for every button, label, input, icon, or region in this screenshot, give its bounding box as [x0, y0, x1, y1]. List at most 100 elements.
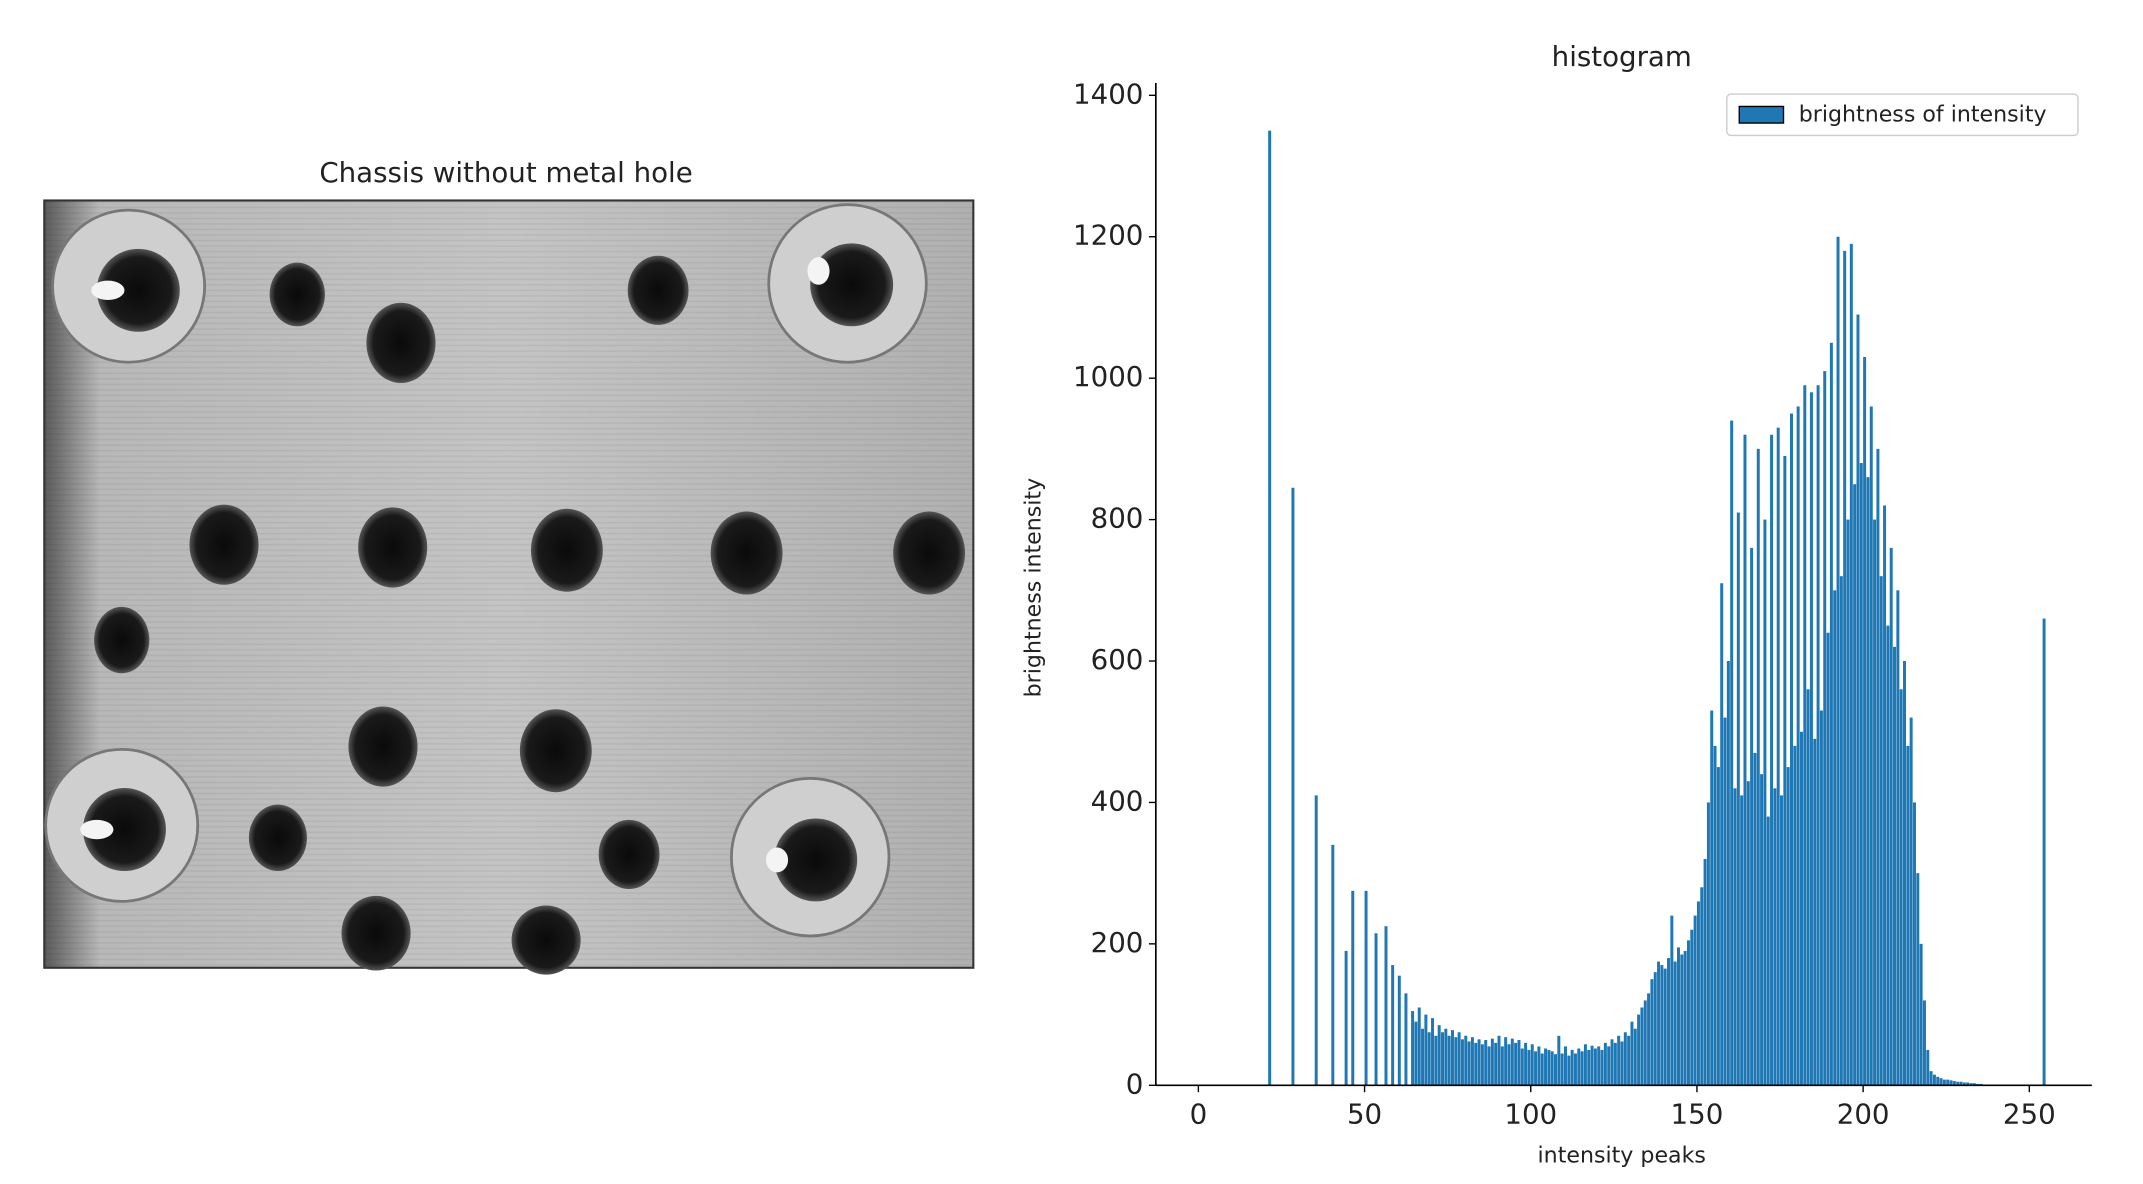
- y-tick-label: 800: [1091, 502, 1144, 535]
- bar: [1833, 590, 1837, 1086]
- bar: [1434, 1035, 1438, 1086]
- bar: [1760, 774, 1764, 1086]
- bar: [1417, 1007, 1421, 1086]
- bar: [1713, 745, 1717, 1086]
- y-tick-label: 0: [1126, 1067, 1144, 1100]
- bar: [1883, 505, 1887, 1086]
- bar: [1809, 392, 1813, 1086]
- bar: [1946, 1079, 1950, 1086]
- bar: [1863, 356, 1867, 1086]
- bar: [1939, 1078, 1943, 1086]
- bar: [1956, 1081, 1960, 1086]
- bar: [1647, 993, 1651, 1086]
- bar: [1447, 1035, 1451, 1086]
- bar: [1527, 1049, 1531, 1086]
- bar: [1560, 1053, 1564, 1086]
- bar: [1799, 731, 1803, 1086]
- bar: [1720, 583, 1724, 1086]
- bar: [1427, 1032, 1431, 1086]
- bar: [1673, 961, 1677, 1086]
- legend-label: brightness of intensity: [1799, 101, 2047, 127]
- bar: [1823, 371, 1827, 1086]
- bar: [1826, 632, 1830, 1086]
- y-tick-label: 600: [1091, 643, 1144, 676]
- bar: [1736, 512, 1740, 1086]
- bar: [1916, 873, 1920, 1086]
- bar: [1577, 1048, 1581, 1086]
- bar: [1291, 487, 1295, 1086]
- y-tick-label: 400: [1091, 784, 1144, 817]
- bar: [1583, 1044, 1587, 1086]
- bar: [1959, 1081, 1963, 1086]
- bar: [1846, 519, 1850, 1086]
- bar: [1470, 1037, 1474, 1086]
- bar: [1783, 455, 1787, 1086]
- y-tick-label: 1000: [1073, 360, 1143, 393]
- bar: [1517, 1040, 1521, 1086]
- bar: [1437, 1025, 1441, 1086]
- bar: [1540, 1053, 1544, 1086]
- bar: [1450, 1030, 1454, 1086]
- bar: [1806, 689, 1810, 1086]
- bar: [1926, 1049, 1930, 1086]
- bar: [1627, 1035, 1631, 1086]
- bar: [1879, 576, 1883, 1086]
- bar: [1524, 1042, 1528, 1086]
- bar: [1909, 717, 1913, 1086]
- bar: [1351, 890, 1355, 1086]
- bar: [1573, 1053, 1577, 1086]
- bar: [1653, 972, 1657, 1086]
- bar: [1922, 1000, 1926, 1086]
- bar: [1733, 788, 1737, 1086]
- bar: [1889, 547, 1893, 1086]
- bar: [1314, 795, 1318, 1086]
- bar: [1932, 1074, 1936, 1086]
- bar: [1969, 1083, 1973, 1086]
- bar: [1613, 1042, 1617, 1086]
- bar: [1544, 1048, 1548, 1086]
- bar: [1730, 420, 1734, 1086]
- bar: [1520, 1048, 1524, 1086]
- bar: [1770, 434, 1774, 1086]
- bar: [1500, 1046, 1504, 1086]
- bar: [1796, 406, 1800, 1086]
- bar: [1906, 745, 1910, 1086]
- bar: [1603, 1042, 1607, 1086]
- bar: [1640, 1007, 1644, 1086]
- bar: [1843, 250, 1847, 1086]
- bar: [1617, 1035, 1621, 1086]
- bar: [1793, 745, 1797, 1086]
- bar: [1268, 130, 1272, 1086]
- bar: [1344, 950, 1348, 1086]
- bar: [1972, 1083, 1976, 1086]
- bar: [1936, 1076, 1940, 1086]
- bar: [1554, 1054, 1558, 1086]
- bar: [1414, 1021, 1418, 1086]
- bar: [1716, 767, 1720, 1086]
- bar: [1607, 1046, 1611, 1086]
- bar: [1677, 947, 1680, 1086]
- bar: [1593, 1048, 1597, 1086]
- bar: [1484, 1040, 1488, 1086]
- bar: [1849, 243, 1853, 1086]
- bar: [1384, 926, 1388, 1086]
- bar: [1547, 1049, 1551, 1086]
- bar: [1364, 890, 1368, 1086]
- bar: [1876, 448, 1880, 1086]
- chart-title: histogram: [1552, 40, 1692, 73]
- bar: [1637, 1014, 1641, 1086]
- bar: [1567, 1055, 1571, 1086]
- bar: [1912, 802, 1916, 1086]
- bar: [1610, 1039, 1614, 1086]
- y-tick-label: 1400: [1073, 77, 1143, 110]
- x-tick-label: 150: [1671, 1098, 1724, 1131]
- bar: [1919, 943, 1923, 1086]
- bar: [1750, 547, 1754, 1086]
- bar: [1706, 802, 1710, 1086]
- bar: [1460, 1039, 1464, 1086]
- bar: [1580, 1051, 1584, 1086]
- x-axis-label: intensity peaks: [1538, 1142, 1706, 1168]
- bar: [1597, 1046, 1601, 1086]
- bar: [1819, 710, 1823, 1086]
- bar: [1696, 901, 1700, 1086]
